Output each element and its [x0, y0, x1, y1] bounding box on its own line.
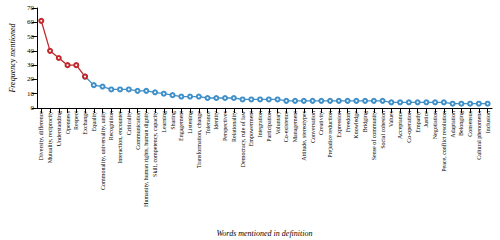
svg-text:Understanding: Understanding — [56, 111, 62, 146]
svg-text:Listening: Listening — [187, 111, 193, 134]
svg-text:Social cohesion: Social cohesion — [380, 111, 386, 149]
svg-text:Integration: Integration — [257, 111, 263, 137]
svg-text:Identity: Identity — [213, 111, 219, 130]
svg-text:Engagement: Engagement — [178, 111, 184, 141]
svg-text:Skill, competency, capacity: Skill, competency, capacity — [152, 111, 158, 177]
svg-text:Words mentioned in definition: Words mentioned in definition — [216, 229, 312, 238]
svg-text:Co-operation: Co-operation — [406, 111, 412, 143]
svg-text:Creativity: Creativity — [318, 111, 324, 135]
svg-text:Management: Management — [292, 111, 298, 143]
svg-text:Perspectives: Perspectives — [222, 110, 228, 141]
svg-text:Respect: Respect — [73, 111, 79, 130]
svg-text:Voluntary: Voluntary — [275, 111, 281, 135]
svg-text:Frequency mentioned: Frequency mentioned — [8, 22, 17, 93]
svg-text:Attitude, stereotypes: Attitude, stereotypes — [301, 110, 307, 160]
svg-text:Values: Values — [388, 110, 394, 127]
svg-text:20: 20 — [27, 75, 35, 83]
svg-text:60: 60 — [27, 18, 35, 26]
svg-text:Expression: Expression — [336, 111, 342, 138]
svg-text:Conversation: Conversation — [310, 111, 316, 143]
svg-text:Co-existence: Co-existence — [283, 111, 289, 143]
svg-text:Criticality: Criticality — [126, 111, 132, 135]
svg-text:Mutuality, reciprocity: Mutuality, reciprocity — [47, 111, 53, 163]
svg-text:30: 30 — [27, 61, 35, 69]
svg-text:Empathy: Empathy — [415, 111, 421, 133]
svg-text:Freedom: Freedom — [345, 111, 351, 133]
svg-text:Cultural phenomena: Cultural phenomena — [476, 111, 482, 160]
svg-text:Exchange: Exchange — [82, 111, 88, 135]
svg-text:Sharing: Sharing — [170, 111, 176, 130]
svg-text:Negotiation: Negotiation — [432, 111, 438, 139]
svg-text:Equality: Equality — [91, 111, 97, 131]
svg-text:Tolerance: Tolerance — [205, 111, 211, 135]
svg-text:Empowerment: Empowerment — [248, 111, 254, 147]
svg-text:Democracy, rule of law: Democracy, rule of law — [240, 110, 246, 167]
svg-text:Commonality, universality, uni: Commonality, universality, unity — [100, 111, 106, 190]
svg-text:Bridging: Bridging — [362, 111, 368, 132]
svg-text:40: 40 — [27, 47, 35, 55]
svg-text:Recognition: Recognition — [108, 111, 114, 140]
svg-text:Interaction, encounter: Interaction, encounter — [117, 111, 123, 164]
svg-text:Transformation, change: Transformation, change — [196, 111, 202, 168]
svg-text:Sense of community: Sense of community — [371, 111, 377, 160]
svg-text:Prejudice reduction: Prejudice reduction — [327, 111, 333, 158]
svg-text:Knowledge: Knowledge — [353, 111, 359, 139]
svg-text:Communication: Communication — [135, 111, 141, 150]
svg-text:Openness: Openness — [65, 110, 71, 134]
svg-text:Consensus: Consensus — [467, 110, 473, 136]
svg-text:Inclusion: Inclusion — [485, 111, 491, 133]
svg-text:Learning: Learning — [161, 111, 167, 133]
svg-text:Peace, conflict resolution: Peace, conflict resolution — [441, 111, 447, 172]
svg-text:70: 70 — [27, 4, 35, 12]
svg-text:Participation: Participation — [266, 111, 272, 142]
svg-text:0: 0 — [30, 104, 34, 112]
svg-text:Adaptation: Adaptation — [450, 111, 456, 138]
svg-text:Belonging: Belonging — [458, 111, 464, 136]
svg-text:Justice: Justice — [423, 111, 429, 128]
svg-text:50: 50 — [27, 33, 35, 41]
svg-text:Diversity, difference: Diversity, difference — [38, 111, 44, 160]
svg-text:Humanity, human rights, human: Humanity, human rights, human dignity — [143, 111, 149, 207]
svg-text:10: 10 — [27, 90, 35, 98]
svg-text:Acceptance: Acceptance — [397, 111, 403, 139]
svg-text:Relationality: Relationality — [231, 111, 237, 142]
